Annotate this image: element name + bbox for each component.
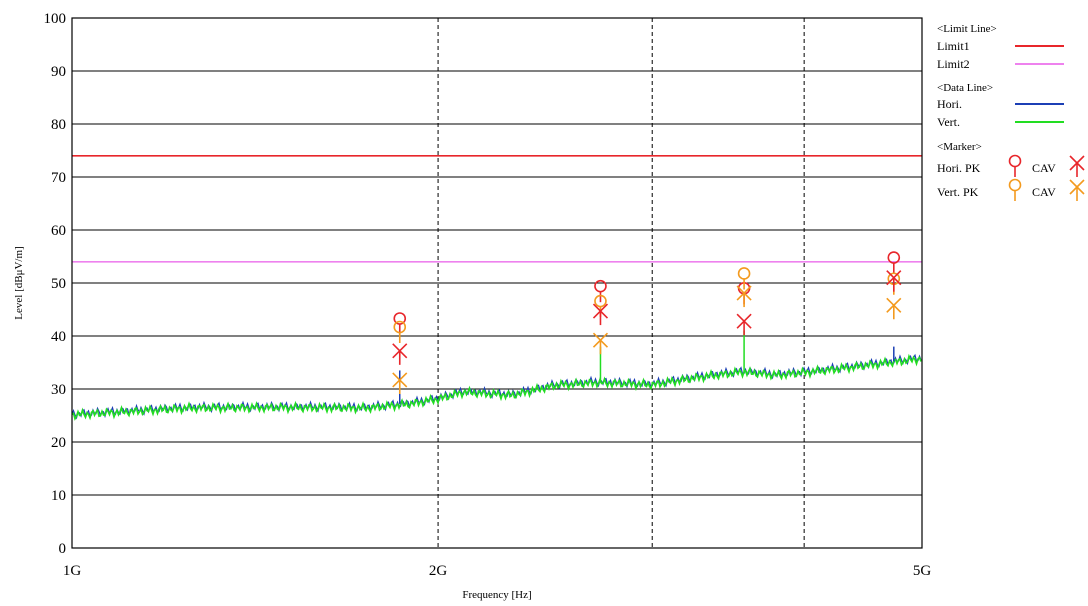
y-tick-label: 60 [51, 223, 66, 239]
y-tick-label: 10 [51, 488, 66, 504]
x-axis-label: Frequency [Hz] [462, 589, 531, 601]
x-tick-label: 1G [63, 563, 82, 579]
y-tick-label: 80 [51, 117, 66, 133]
legend-hori-pk-symbol [1008, 154, 1022, 177]
y-tick-label: 90 [51, 64, 66, 80]
markers [392, 251, 902, 394]
y-tick-label: 0 [59, 541, 67, 557]
legend-hori-pk-label: Hori. PK [937, 161, 981, 175]
y-tick-labels: 0 10 20 30 40 50 60 70 80 90 100 [44, 11, 67, 557]
marker-vert-pk [737, 267, 751, 280]
marker-hori-pk [594, 279, 607, 293]
x-tick-labels: 1G 2G 5G [63, 563, 932, 579]
legend-hori-label: Hori. [937, 97, 962, 111]
x-tick-label: 2G [429, 563, 448, 579]
legend-hori-pk-mark [1008, 154, 1022, 168]
legend-vert-pk-mark [1008, 178, 1022, 192]
trace-hori [71, 353, 922, 420]
legend-limit2-label: Limit2 [937, 57, 970, 71]
data-traces [71, 330, 922, 421]
y-tick-label: 100 [44, 11, 67, 27]
y-tick-label: 30 [51, 382, 66, 398]
y-tick-label: 20 [51, 435, 66, 451]
legend-hori-cav-label: CAV [1032, 161, 1056, 175]
legend-hori-cav-symbol [1069, 155, 1085, 177]
legend-vert-label: Vert. [937, 115, 960, 129]
y-axis-label: Level [dBμV/m] [13, 246, 25, 319]
legend-data-header: <Data Line> [937, 82, 993, 94]
plot-frame [71, 17, 923, 549]
limit-lines [72, 155, 922, 263]
legend-limit-header: <Limit Line> [937, 23, 997, 35]
legend-vert-cav-label: CAV [1032, 185, 1056, 199]
y-tick-label: 70 [51, 170, 66, 186]
trace-vert [71, 353, 922, 421]
legend-limit1-label: Limit1 [937, 39, 970, 53]
legend-vert-pk-label: Vert. PK [937, 185, 979, 199]
legend-vert-pk-symbol [1008, 178, 1022, 201]
y-tick-label: 40 [51, 329, 66, 345]
grid [72, 18, 922, 548]
x-tick-label: 5G [913, 563, 932, 579]
y-tick-label: 50 [51, 276, 66, 292]
legend-vert-cav-symbol [1069, 179, 1085, 201]
legend: <Limit Line> Limit1 Limit2 <Data Line> H… [937, 23, 1085, 201]
legend-marker-header: <Marker> [937, 141, 982, 153]
